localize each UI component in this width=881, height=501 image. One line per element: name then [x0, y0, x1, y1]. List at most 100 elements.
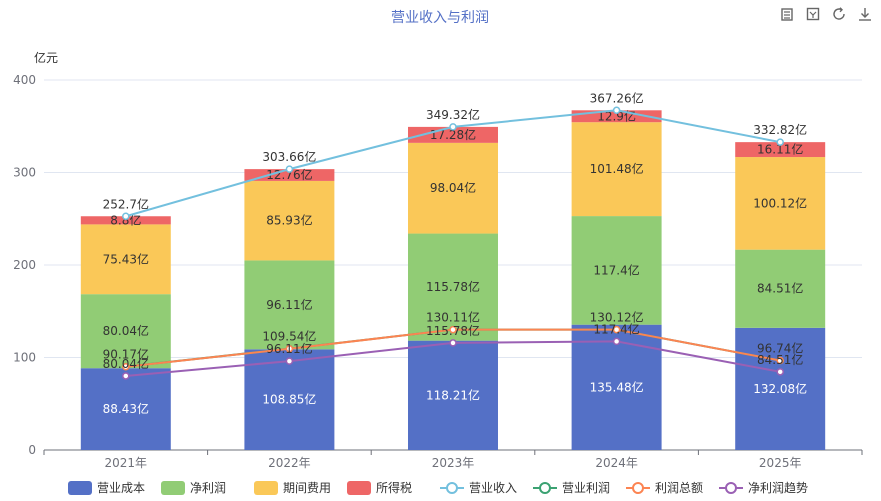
legend-label: 营业收入: [469, 481, 517, 495]
bar-label: 84.51亿: [757, 281, 803, 296]
bar-label: 118.21亿: [426, 387, 480, 402]
legend-item[interactable]: 营业利润: [533, 481, 610, 495]
legend-swatch-point: [539, 482, 551, 494]
legend-item[interactable]: 利润总额: [626, 481, 703, 495]
line-point: [122, 212, 130, 221]
y-tick-label: 100: [13, 351, 36, 365]
y-axis-unit: 亿元: [34, 50, 58, 65]
legend-label: 净利润趋势: [748, 481, 808, 495]
line-label: 332.82亿: [753, 122, 807, 137]
line-label: 115.78亿: [426, 323, 480, 338]
bar-label: 132.08亿: [753, 381, 807, 396]
legend-swatch: [254, 481, 278, 495]
legend-label: 营业利润: [562, 481, 610, 495]
legend-item[interactable]: 所得税: [347, 480, 412, 495]
x-tick-label: 2021年: [105, 456, 148, 470]
line-label: 90.17亿: [103, 347, 149, 362]
bar-label: 117.4亿: [593, 262, 639, 277]
bar-3: [735, 142, 826, 158]
line-label: 96.11亿: [266, 341, 312, 356]
line-point: [285, 344, 294, 353]
legend-item[interactable]: 营业收入: [440, 481, 517, 495]
bar-label: 88.43亿: [103, 401, 149, 416]
line-point: [122, 362, 130, 371]
line-label: 130.12亿: [590, 310, 644, 325]
legend-item[interactable]: 期间费用: [254, 481, 331, 495]
bar-2: [408, 142, 498, 234]
bar-3: [244, 169, 335, 181]
line-label: 80.04亿: [103, 356, 149, 371]
bar-2: [735, 157, 826, 250]
bar-label: 75.43亿: [103, 251, 149, 266]
line-label: 109.54亿: [262, 329, 316, 344]
bar-1: [408, 233, 498, 341]
line-point: [776, 138, 784, 146]
bar-label: 98.04亿: [430, 180, 476, 195]
y-tick-label: 0: [28, 443, 36, 457]
legend-label: 营业成本: [97, 481, 145, 495]
legend-item[interactable]: 营业成本: [68, 481, 145, 495]
bar-label: 100.12亿: [753, 195, 807, 210]
bar-3: [408, 126, 498, 143]
bar-3: [80, 216, 171, 225]
bar-label: 16.11亿: [757, 142, 803, 157]
bar-2: [80, 224, 171, 295]
line-point: [612, 337, 621, 346]
bar-0: [80, 368, 171, 450]
line-label: 252.7亿: [103, 196, 149, 211]
line-point: [449, 325, 457, 334]
download-icon[interactable]: [858, 7, 872, 21]
legend-label: 期间费用: [283, 481, 331, 495]
bar-0: [408, 340, 498, 450]
bar-label: 85.93亿: [266, 213, 312, 228]
legend-swatch-point: [446, 482, 458, 494]
legend-swatch: [161, 481, 185, 495]
bar-label: 101.48亿: [590, 161, 644, 176]
data-view-icon[interactable]: [780, 7, 794, 21]
line-label: 303.66亿: [262, 149, 316, 164]
toolbar: [780, 7, 872, 21]
x-tick-label: 2023年: [432, 456, 475, 470]
y-tick-label: 300: [13, 166, 36, 180]
line-point: [612, 106, 621, 115]
legend-item[interactable]: 净利润: [161, 481, 226, 495]
legend-item[interactable]: 净利润趋势: [719, 481, 808, 495]
bar-1: [571, 216, 662, 325]
y-tick-label: 400: [13, 73, 36, 87]
line-label: 96.74亿: [757, 341, 803, 356]
refresh-icon[interactable]: [832, 7, 846, 21]
bar-0: [244, 349, 335, 450]
line-point: [776, 368, 784, 376]
bar-2: [571, 122, 662, 217]
line-point: [776, 356, 784, 365]
restore-icon[interactable]: [806, 7, 820, 21]
line-label: 130.11亿: [426, 310, 480, 325]
bar-label: 135.48亿: [590, 379, 644, 394]
bar-label: 115.78亿: [426, 279, 480, 294]
bar-0: [571, 324, 662, 450]
line-label: 367.26亿: [590, 90, 644, 105]
bar-0: [735, 327, 826, 450]
line-point: [612, 325, 621, 334]
x-tick-label: 2025年: [759, 456, 802, 470]
bar-1: [80, 294, 171, 369]
bar-label: 12.76亿: [266, 167, 312, 182]
line-point: [122, 372, 130, 380]
bar-label: 96.11亿: [266, 297, 312, 312]
bar-label: 80.04亿: [103, 323, 149, 338]
bar-label: 108.85亿: [262, 392, 316, 407]
legend-swatch: [347, 481, 371, 495]
legend-label: 利润总额: [655, 481, 703, 495]
chart-title: 营业收入与利润: [391, 10, 489, 26]
x-tick-label: 2022年: [268, 456, 311, 470]
line-point: [449, 123, 457, 131]
legend-label: 所得税: [376, 480, 412, 495]
line-label: 117.4亿: [593, 321, 639, 336]
line-point: [285, 357, 294, 365]
line-point: [285, 165, 294, 173]
bar-1: [244, 260, 335, 350]
y-tick-label: 200: [13, 258, 36, 272]
legend-label: 净利润: [190, 481, 226, 495]
legend-swatch: [68, 481, 92, 495]
